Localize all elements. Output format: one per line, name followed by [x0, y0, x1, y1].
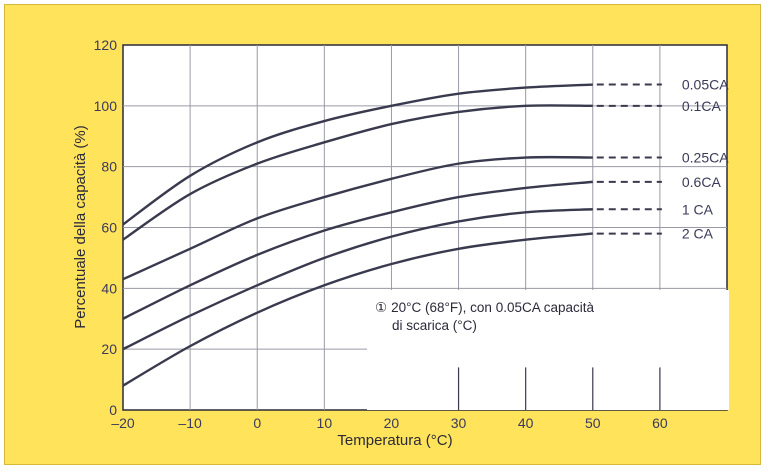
- annotation-box: [367, 290, 729, 410]
- series-label: 0.6CA: [682, 174, 722, 190]
- series-label: 2 CA: [682, 226, 714, 242]
- series-labels: 0.05CA 0.1CA 0.25CA 0.6CA 1 CA 2 CA: [682, 77, 729, 242]
- annotation-line-2: di scarica (°C): [392, 318, 477, 333]
- chart-frame: 0.05CA 0.1CA 0.25CA 0.6CA 1 CA 2 CA –20 –10 0 10…: [4, 4, 761, 465]
- x-tick-label: –20: [111, 415, 135, 431]
- series-line: [122, 180, 593, 320]
- y-tick-label: 40: [101, 280, 117, 296]
- series-label: 0.05CA: [682, 77, 729, 93]
- y-tick-label: 100: [94, 98, 118, 114]
- y-tick-label: 80: [101, 159, 117, 175]
- x-tick-label: 50: [585, 415, 601, 431]
- x-axis-title: Temperatura (°C): [337, 432, 452, 449]
- annotation-tick-marks: [457, 367, 661, 410]
- annotation-line-1: ① 20°C (68°F), con 0.05CA capacità: [375, 300, 595, 315]
- series-label: 0.1CA: [682, 98, 722, 114]
- x-tick-label: 40: [518, 415, 534, 431]
- series-line: [122, 232, 593, 387]
- series-label: 0.25CA: [682, 150, 729, 166]
- capacity-temperature-chart: 0.05CA 0.1CA 0.25CA 0.6CA 1 CA 2 CA –20 –10 0 10…: [72, 37, 729, 449]
- x-tick-label: –10: [178, 415, 202, 431]
- y-tick-label: 0: [109, 402, 117, 418]
- y-axis-title: Percentuale della capacità (%): [72, 125, 89, 328]
- y-tick-label: 120: [94, 37, 118, 53]
- x-tick-label: 60: [652, 415, 668, 431]
- y-tick-label: 20: [101, 341, 117, 357]
- curves: [122, 83, 662, 387]
- x-tick-label: 0: [253, 415, 261, 431]
- x-tick-label: 10: [317, 415, 333, 431]
- series-line: [122, 208, 593, 351]
- x-tick-label: 20: [384, 415, 400, 431]
- series-label: 1 CA: [682, 201, 714, 217]
- y-tick-label: 60: [101, 220, 117, 236]
- series-line: [122, 83, 593, 226]
- axis-ticks: –20 –10 0 10 20 30 40 50 60 0 20 40 60 80 100 120: [94, 37, 668, 431]
- series-line: [122, 155, 593, 281]
- series-line: [122, 104, 593, 241]
- x-tick-label: 30: [451, 415, 467, 431]
